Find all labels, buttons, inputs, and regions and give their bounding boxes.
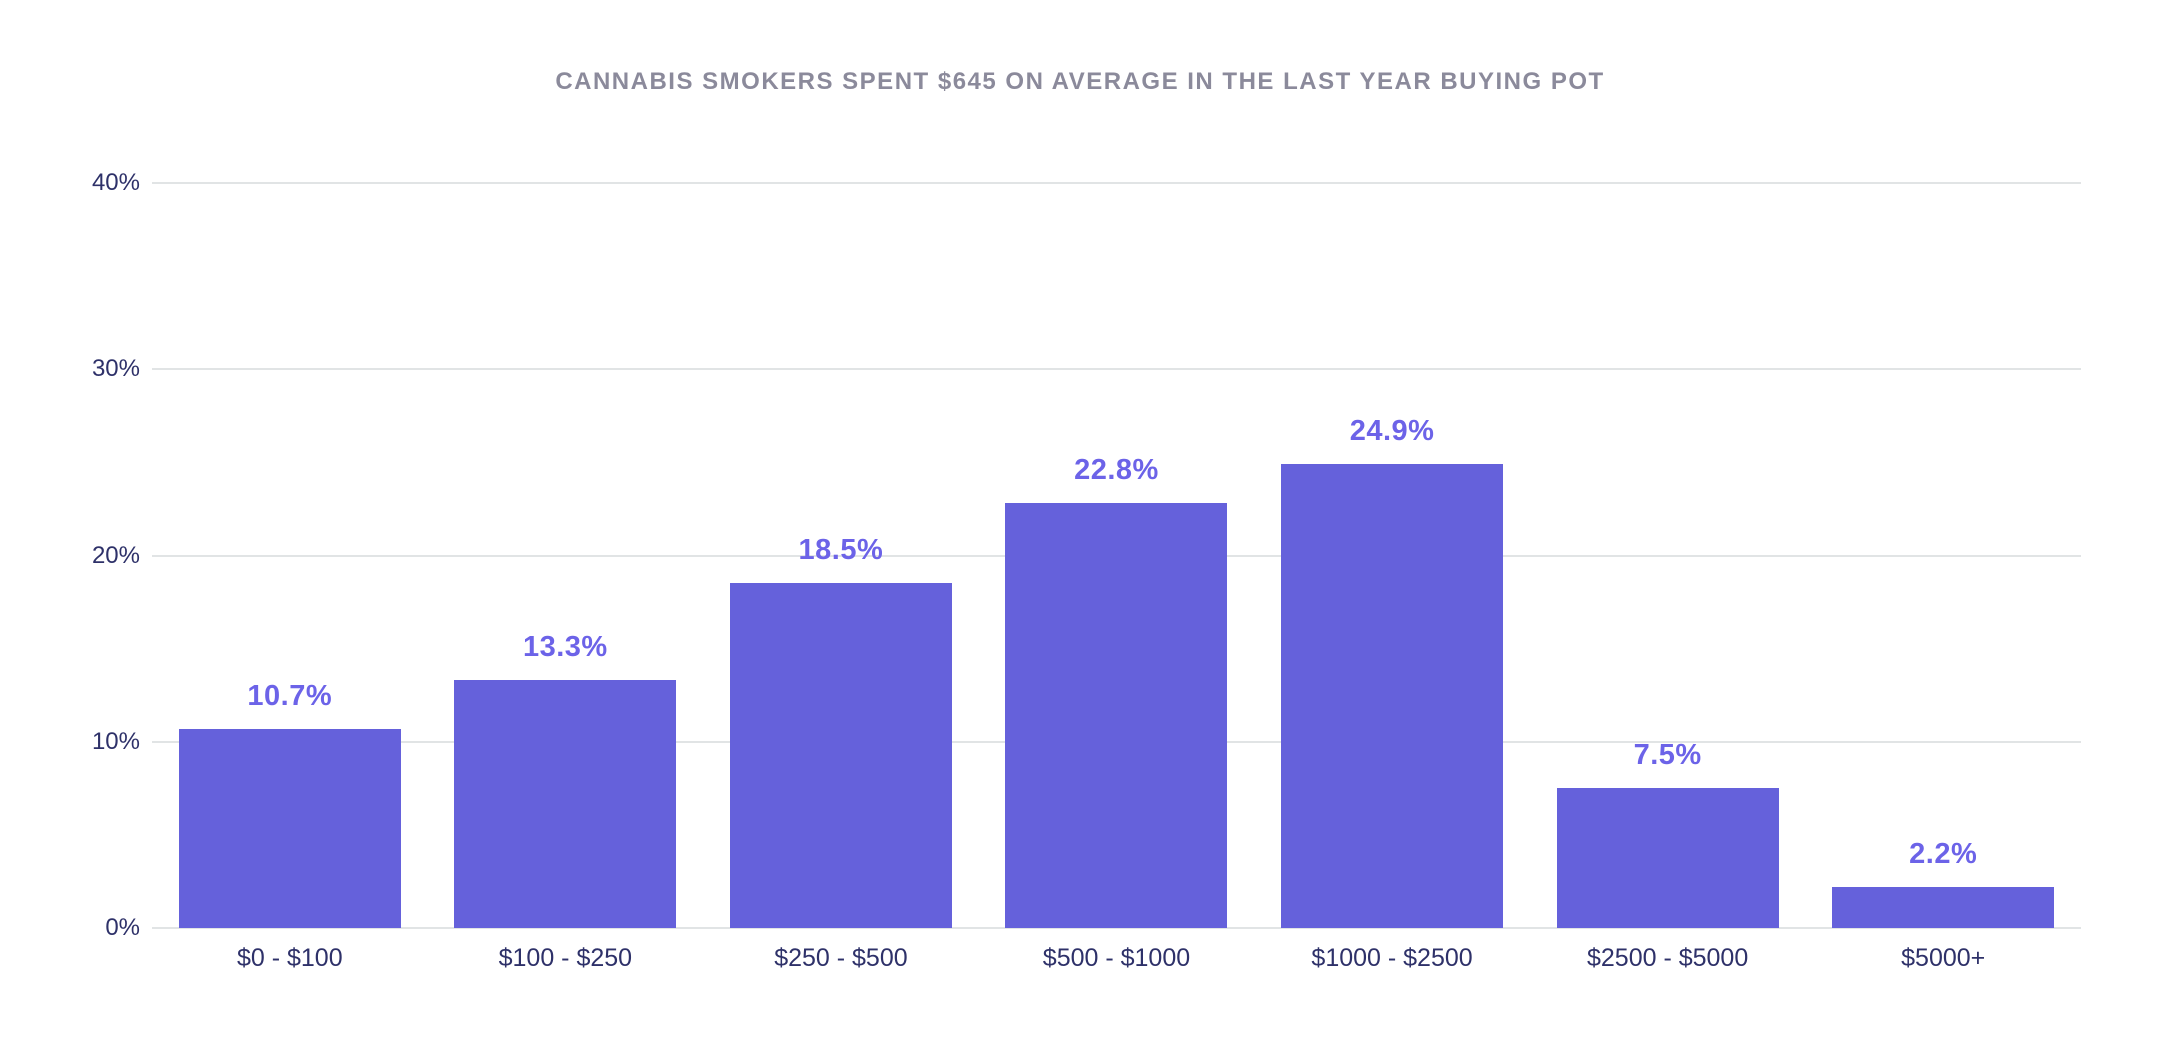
bar-column: 13.3% $100 - $250 [428, 183, 704, 972]
y-tick-label: 40% [91, 169, 140, 196]
bar-value-label: 10.7% [247, 679, 333, 712]
x-axis-label: $2500 - $5000 [1586, 944, 1749, 972]
plot-area: 0% 10% 20% 30% 40% 10.7% $0 - $100 13.3% $100 - … [92, 169, 2081, 972]
x-axis-label: $100 - $250 [498, 944, 633, 972]
y-tick-label: 10% [91, 727, 140, 755]
bar [454, 680, 677, 928]
x-axis-label: $1000 - $2500 [1311, 944, 1473, 972]
bar [729, 583, 952, 928]
x-axis-label: $0 - $100 [236, 944, 343, 972]
bar-column: 22.8% $500 - $1000 [979, 183, 1255, 972]
bar-column: 24.9% $1000 - $2500 [1254, 183, 1530, 972]
bar-value-label: 24.9% [1349, 415, 1435, 448]
bar-column: 2.2% $5000+ [1805, 183, 2081, 972]
bar-value-label: 22.8% [1074, 454, 1159, 487]
gridline [152, 182, 2081, 184]
bar-column: 7.5% $2500 - $5000 [1530, 183, 1806, 972]
gridline [152, 927, 2081, 929]
bar-column: 18.5% $250 - $500 [703, 183, 979, 972]
chart-title: CANNABIS SMOKERS SPENT $645 ON AVERAGE I… [555, 68, 1605, 95]
bar-value-label: 2.2% [1909, 838, 1978, 871]
y-tick-label: 20% [91, 541, 140, 569]
bar [1556, 788, 1779, 928]
bar [178, 728, 401, 928]
x-axis-label: $250 - $500 [774, 944, 908, 972]
gridline [152, 368, 2081, 371]
y-tick-label: 0% [105, 914, 140, 941]
x-axis-label: $5000+ [1901, 944, 1986, 972]
bar-value-label: 13.3% [522, 631, 608, 664]
bar-value-label: 18.5% [798, 534, 884, 567]
x-axis-label: $500 - $1000 [1042, 944, 1191, 972]
bar-column: 10.7% $0 - $100 [152, 183, 428, 972]
bar [1281, 464, 1504, 928]
y-tick-label: 30% [91, 355, 140, 383]
bar [1832, 887, 2055, 928]
bar-value-label: 7.5% [1633, 739, 1702, 772]
bar [1005, 503, 1228, 928]
